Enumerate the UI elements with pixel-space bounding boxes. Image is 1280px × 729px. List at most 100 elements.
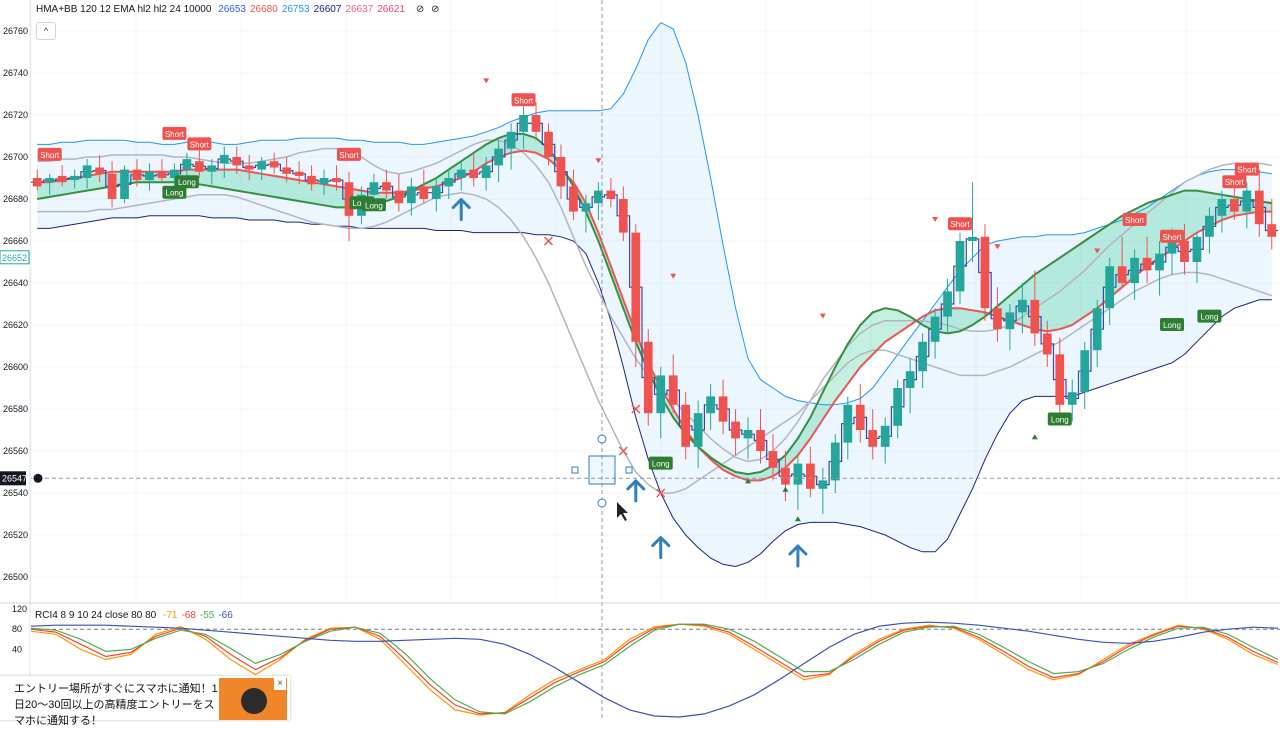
- candle-body: [756, 430, 765, 451]
- short-signal-label: Short: [1125, 216, 1145, 225]
- ad-banner[interactable]: エントリー場所がすぐにスマホに通知！1日20〜30回以上の高精度エントリーをスマ…: [0, 676, 290, 727]
- candle-body: [132, 169, 142, 181]
- rci-values: -71 -68 -55 -66: [163, 610, 237, 621]
- long-signal-label: Long: [1163, 321, 1181, 330]
- candle-body: [668, 375, 678, 405]
- price-tick-label: 26660: [3, 236, 28, 246]
- candle-body: [332, 178, 341, 183]
- short-signal-label: Short: [1237, 166, 1257, 175]
- selection-handle[interactable]: [625, 466, 633, 474]
- selection-handle[interactable]: [571, 466, 579, 474]
- indicator-value: 26753: [281, 4, 310, 15]
- candle-body: [294, 171, 304, 176]
- candle-body: [618, 199, 628, 233]
- short-signal-badge: [1222, 175, 1247, 189]
- candle-body: [781, 467, 790, 485]
- candle-body: [693, 413, 703, 447]
- down-triangle-icon: [1094, 248, 1101, 254]
- down-triangle-icon: [483, 78, 490, 84]
- short-signal-badge: [336, 147, 361, 161]
- crosshair-price-label: 26547: [2, 473, 27, 483]
- candle-body: [905, 371, 915, 388]
- selection-handle[interactable]: [597, 498, 607, 508]
- exit-x-icon: [631, 404, 641, 414]
- candle-body: [107, 173, 117, 199]
- long-signal-badge: [162, 185, 187, 199]
- candle-body: [1205, 215, 1214, 237]
- short-signal-badge: [1122, 213, 1147, 226]
- close-icon[interactable]: ×: [274, 678, 286, 690]
- short-signal-badge: [1160, 229, 1185, 243]
- indicator-legend: HMA+BB 120 12 EMA hl2 hl2 24 10000 26653…: [36, 4, 443, 15]
- long-signal-label: Long: [652, 460, 670, 469]
- short-signal-label: Short: [165, 130, 185, 139]
- short-signal-badge: [187, 137, 212, 151]
- indicator-value: 26637: [345, 4, 374, 15]
- down-triangle-icon: [595, 158, 602, 164]
- short-signal-badge: [162, 126, 187, 140]
- selection-handle[interactable]: [597, 434, 607, 444]
- candle-body: [1018, 299, 1027, 313]
- down-triangle-icon: [932, 217, 939, 222]
- price-tick-label: 26720: [3, 110, 28, 120]
- candle-body: [469, 169, 479, 178]
- short-signal-label: Short: [514, 96, 534, 105]
- eye-off-icon[interactable]: ⊘: [431, 4, 440, 15]
- candle-body: [494, 148, 503, 166]
- eye-off-icon[interactable]: ⊘: [415, 4, 425, 15]
- candle-body: [893, 388, 903, 426]
- candle-body: [1167, 241, 1177, 254]
- candle-body: [556, 157, 566, 187]
- candle-body: [569, 186, 578, 212]
- short-signal-label: Short: [1225, 178, 1245, 187]
- candle-body: [444, 178, 454, 187]
- candle-body: [531, 115, 541, 132]
- up-arrow-icon: [626, 479, 646, 503]
- down-triangle-icon: [994, 244, 1001, 250]
- last-price-label: 26652: [2, 253, 27, 263]
- price-tick-label: 26540: [3, 488, 28, 498]
- collapse-button[interactable]: ^: [36, 22, 56, 40]
- up-triangle-icon: [794, 516, 801, 522]
- candle-body: [1055, 354, 1065, 405]
- indicator-value: 26680: [250, 4, 278, 15]
- candle-body: [743, 430, 753, 439]
- price-tick-label: 26640: [3, 278, 28, 288]
- price-axis: 26760 26740 26720 26700 26680 26660 26640 26620…: [3, 0, 31, 720]
- long-signal-badge: [1160, 318, 1185, 331]
- ad-text[interactable]: エントリー場所がすぐにスマホに通知！1日20〜30回以上の高精度エントリーをスマ…: [14, 683, 218, 727]
- last-price-badge: [0, 250, 30, 265]
- candle-body: [1030, 299, 1040, 334]
- candle-body: [157, 171, 167, 178]
- candle-body: [918, 341, 927, 372]
- candle-body: [1142, 257, 1152, 271]
- candle-body: [481, 165, 491, 178]
- candle-body: [1217, 199, 1227, 216]
- candle-body: [207, 165, 217, 172]
- candle-body: [57, 175, 67, 183]
- short-signal-label: Short: [40, 151, 60, 160]
- candle-body: [82, 165, 92, 178]
- indicator-name: HMA+BB 120 12 EMA hl2 hl2 24 10000: [36, 4, 212, 15]
- price-tick-label: 26700: [3, 152, 28, 162]
- short-signal-label: Short: [950, 220, 970, 229]
- chart-grid: [30, 0, 1280, 600]
- selection-box[interactable]: [588, 455, 616, 485]
- candle-body: [1229, 199, 1239, 212]
- candle-body: [843, 404, 853, 443]
- candle-body: [793, 463, 803, 485]
- candle-body: [855, 404, 865, 430]
- bollinger-band-fill: [37, 22, 1272, 567]
- candle-body: [731, 421, 740, 439]
- add-alert-icon[interactable]: [32, 472, 44, 484]
- candle-body: [1042, 333, 1052, 355]
- rci-tick-label: 80: [12, 624, 22, 634]
- candle-body: [145, 171, 154, 181]
- candle-body: [1105, 266, 1115, 309]
- candle-body: [880, 425, 890, 447]
- red-hma-line: [37, 149, 1272, 482]
- exit-x-icon: [543, 236, 554, 246]
- candles: [32, 102, 1277, 514]
